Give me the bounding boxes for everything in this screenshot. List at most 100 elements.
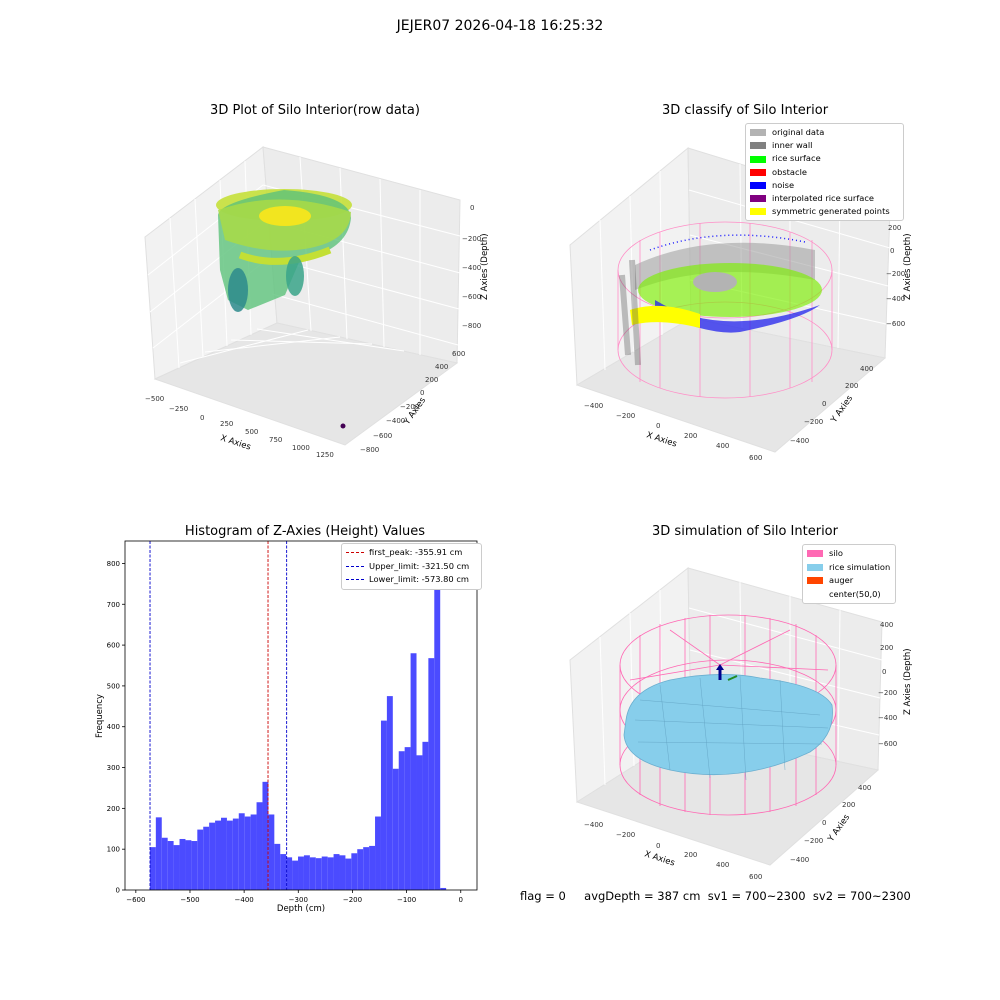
legend-swatch <box>750 208 766 216</box>
rice-surface-points <box>638 263 822 317</box>
histogram-bar <box>262 781 269 890</box>
symmetric-points <box>630 305 700 328</box>
histogram-bar <box>327 857 334 890</box>
noise-wall-left <box>619 259 641 366</box>
histogram-bar <box>386 696 393 890</box>
histogram-bar <box>315 858 322 890</box>
panel-classify-3d-title: 3D classify of Silo Interior <box>661 103 829 118</box>
histogram-bar <box>375 816 381 890</box>
legend-label: first_peak: -355.91 cm <box>369 547 463 557</box>
y-tick: −400 <box>790 437 809 445</box>
z-tick: −400 <box>886 295 905 303</box>
y-tick: 400 <box>858 784 871 792</box>
histogram-bar <box>280 854 287 890</box>
pane-floor <box>153 322 459 446</box>
z-tick: −600 <box>462 293 481 301</box>
raw-x-ticks: −500 −250 0 250 500 750 1000 1250 <box>145 395 334 459</box>
legend-swatch <box>750 155 766 163</box>
z-tick: 0 <box>882 668 886 676</box>
legend-swatch <box>807 563 823 571</box>
raw-z-label: Z Axies (Depth) <box>480 233 490 300</box>
y-tick: −200 <box>804 837 823 845</box>
legend-item: center(50,0) <box>807 588 891 602</box>
x-tick: 500 <box>245 428 258 436</box>
z-tick: −400 <box>878 714 897 722</box>
status-footer: flag = 0 avgDepth = 387 cm sv1 = 700~230… <box>520 889 911 903</box>
x-tick: 0 <box>200 414 204 422</box>
y-tick-label: 0 <box>116 887 120 895</box>
histogram-bar <box>380 720 387 890</box>
histogram-bar <box>292 860 299 890</box>
z-tick: −200 <box>886 270 905 278</box>
legend-swatch <box>750 181 766 189</box>
x-tick-label: −400 <box>235 896 254 904</box>
histogram-bar <box>215 820 222 890</box>
simulation-z-label: Z Axies (Depth) <box>903 648 913 715</box>
legend-label: silo <box>829 548 844 558</box>
histogram-bar <box>398 751 405 890</box>
simulation-y-label: Y Axies <box>826 812 853 844</box>
x-tick-label: −500 <box>180 896 199 904</box>
z-tick: −400 <box>462 264 481 272</box>
x-tick: 250 <box>220 420 233 428</box>
x-tick: 400 <box>716 861 729 869</box>
legend-label: noise <box>772 179 795 190</box>
legend-item: rice surface <box>750 152 899 165</box>
z-tick: 400 <box>880 621 893 629</box>
legend-line-swatch <box>346 552 364 554</box>
histogram-bar <box>321 856 328 890</box>
x-tick: −400 <box>584 402 603 410</box>
histogram-bar <box>167 841 174 890</box>
y-tick: −800 <box>360 446 379 454</box>
legend-item: symmetric generated points <box>750 205 899 218</box>
rice-simulation-mesh <box>634 675 829 781</box>
simulation-legend: silo rice simulation auger center(50,0) <box>802 544 896 604</box>
legend-item: noise <box>750 179 899 192</box>
legend-swatch <box>807 591 823 598</box>
z-tick: −800 <box>462 322 481 330</box>
raw-x-label: X Axies <box>219 433 252 452</box>
y-tick: −200 <box>400 403 419 411</box>
legend-item: silo <box>807 547 891 561</box>
legend-item: original data <box>750 126 899 139</box>
histogram-bar <box>351 853 358 890</box>
legend-item: interpolated rice surface <box>750 192 899 205</box>
histogram-bar <box>392 768 399 890</box>
panel-classify-3d: 3D classify of Silo Interior <box>560 100 930 470</box>
histogram-bar <box>369 845 376 890</box>
x-tick: −250 <box>169 405 188 413</box>
x-tick-label: −600 <box>126 896 145 904</box>
legend-swatch <box>750 129 766 137</box>
simulation-x-label: X Axies <box>643 849 676 868</box>
x-tick: −500 <box>145 395 164 403</box>
y-tick: −200 <box>804 418 823 426</box>
figure-title: JEJER07 2026-04-18 16:25:32 <box>396 18 604 34</box>
histogram-vertical-lines <box>149 541 288 890</box>
histogram-bar <box>416 755 423 890</box>
panel-raw-3d: 3D Plot of Silo Interior(row data) <box>130 100 500 460</box>
x-tick: 600 <box>749 454 762 462</box>
y-tick-label: 500 <box>107 682 120 690</box>
histogram-bar <box>191 841 198 890</box>
histogram-bars <box>149 559 447 890</box>
legend-item: Lower_limit: -573.80 cm <box>346 573 477 587</box>
panel-raw-3d-title: 3D Plot of Silo Interior(row data) <box>210 103 420 118</box>
x-tick: 200 <box>684 851 697 859</box>
raw-cloud-band <box>238 246 332 265</box>
inner-gray <box>693 272 737 292</box>
z-tick: 0 <box>470 204 474 212</box>
histogram-bar <box>149 847 156 890</box>
y-tick: 200 <box>842 801 855 809</box>
legend-item: Upper_limit: -321.50 cm <box>346 560 477 574</box>
histogram-bar <box>203 826 210 890</box>
z-tick: 0 <box>890 247 894 255</box>
histogram-bar <box>161 837 168 890</box>
y-tick-label: 600 <box>107 642 120 650</box>
simulation-3d-plot: −400 −200 0 200 400 600 −400 −200 0 200 … <box>569 566 913 881</box>
legend-label: obstacle <box>772 166 807 177</box>
z-tick: −200 <box>462 235 481 243</box>
x-tick: 1250 <box>316 451 334 459</box>
histogram-bar <box>309 857 316 890</box>
histogram-bar <box>268 814 275 890</box>
histogram-y-label: Frequency <box>95 694 105 738</box>
